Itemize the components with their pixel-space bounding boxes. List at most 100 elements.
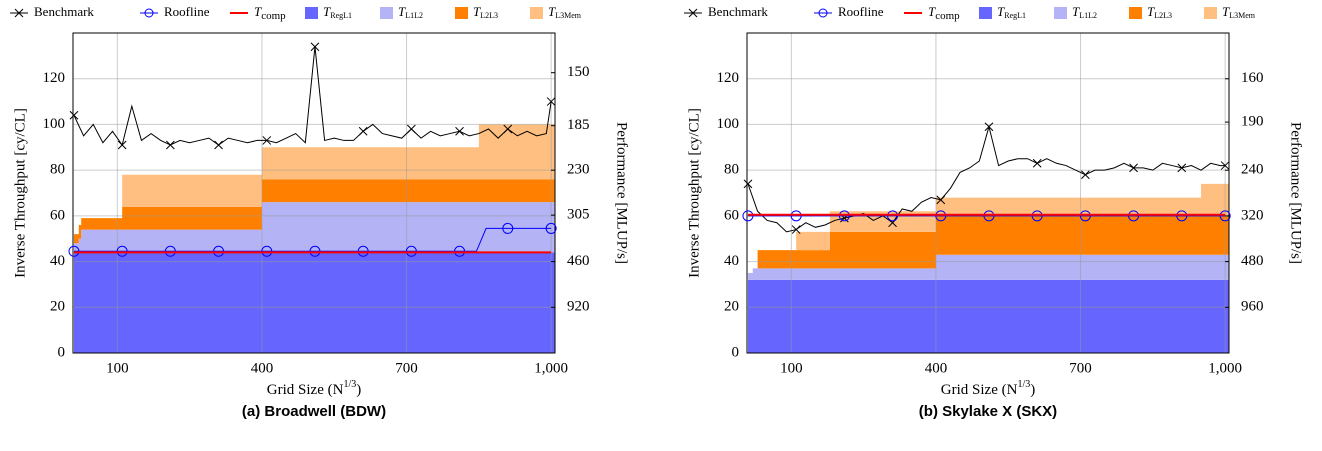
y-axis-label: Inverse Throughput [cy/CL] bbox=[686, 108, 702, 278]
legend-label: Tcomp bbox=[928, 4, 960, 22]
legend-label: Benchmark bbox=[34, 4, 94, 19]
legend-swatch bbox=[1204, 7, 1217, 19]
area bbox=[747, 215, 1229, 273]
marker bbox=[310, 42, 320, 52]
marker bbox=[983, 210, 995, 222]
y-tick-label: 100 bbox=[717, 116, 740, 132]
legend-label: TRegL1 bbox=[323, 4, 352, 20]
y2-axis-label: Performance [MLUP/s] bbox=[614, 122, 630, 264]
marker bbox=[69, 110, 79, 120]
marker bbox=[935, 210, 947, 222]
marker bbox=[743, 179, 753, 189]
y2-tick-label: 320 bbox=[1241, 207, 1264, 223]
x-tick-label: 100 bbox=[780, 360, 803, 376]
y-tick-label: 20 bbox=[724, 299, 739, 315]
y-tick-label: 80 bbox=[50, 162, 65, 178]
marker bbox=[546, 97, 556, 106]
marker bbox=[166, 140, 175, 150]
area bbox=[73, 179, 556, 244]
y2-tick-label: 240 bbox=[1241, 162, 1264, 178]
legend-swatch bbox=[455, 7, 468, 19]
area bbox=[747, 183, 1229, 273]
marker bbox=[887, 210, 899, 222]
legend-label: TL1L2 bbox=[1072, 4, 1097, 20]
legend-label: Benchmark bbox=[708, 4, 768, 19]
marker bbox=[213, 245, 225, 257]
y2-tick-label: 305 bbox=[567, 207, 590, 223]
marker bbox=[502, 222, 514, 234]
marker bbox=[68, 245, 80, 257]
marker bbox=[1079, 210, 1091, 222]
legend-label: TL1L2 bbox=[398, 4, 423, 20]
legend-label: Roofline bbox=[164, 4, 210, 19]
legend-marker bbox=[14, 8, 24, 18]
marker bbox=[791, 225, 801, 234]
legend-label: TRegL1 bbox=[997, 4, 1026, 20]
y-tick-label: 60 bbox=[50, 207, 65, 223]
legend-label: TL2L3 bbox=[1147, 4, 1172, 20]
x-axis-label: Grid Size (N1/3) bbox=[941, 379, 1035, 398]
legend-label: Roofline bbox=[838, 4, 884, 19]
y-tick-label: 0 bbox=[58, 344, 66, 360]
marker bbox=[407, 124, 416, 134]
area bbox=[747, 279, 1229, 353]
area bbox=[73, 252, 556, 353]
y2-tick-label: 460 bbox=[567, 253, 590, 269]
marker bbox=[117, 140, 127, 150]
caption: (a) Broadwell (BDW) bbox=[242, 403, 386, 420]
legend-marker bbox=[144, 8, 154, 18]
plot-frame bbox=[72, 32, 556, 354]
y-tick-label: 40 bbox=[724, 253, 739, 269]
x-tick-label: 400 bbox=[251, 360, 274, 376]
y-tick-label: 20 bbox=[50, 299, 65, 315]
legend-label: Tcomp bbox=[254, 4, 286, 22]
marker bbox=[838, 210, 850, 222]
marker bbox=[984, 122, 994, 132]
marker bbox=[358, 126, 368, 136]
marker bbox=[1220, 161, 1230, 170]
x-tick-label: 700 bbox=[395, 360, 418, 376]
legend-label: TL3Mem bbox=[548, 4, 582, 20]
marker bbox=[1032, 158, 1042, 168]
y-tick-label: 120 bbox=[43, 70, 66, 86]
y2-tick-label: 190 bbox=[1241, 114, 1264, 130]
marker bbox=[1031, 210, 1043, 222]
marker bbox=[214, 140, 223, 150]
y2-tick-label: 230 bbox=[567, 162, 590, 178]
legend-marker bbox=[688, 8, 698, 18]
marker bbox=[164, 245, 176, 257]
y2-tick-label: 920 bbox=[567, 299, 590, 315]
marker bbox=[262, 136, 272, 145]
marker bbox=[742, 210, 754, 222]
y-tick-label: 40 bbox=[50, 253, 65, 269]
caption: (b) Skylake X (SKX) bbox=[919, 403, 1057, 420]
x-tick-label: 100 bbox=[106, 360, 129, 376]
marker bbox=[1177, 163, 1187, 173]
marker bbox=[405, 245, 417, 257]
marker bbox=[357, 245, 369, 257]
x-tick-label: 400 bbox=[925, 360, 948, 376]
marker bbox=[1081, 170, 1090, 180]
marker bbox=[1128, 210, 1140, 222]
area bbox=[73, 202, 556, 253]
y-axis-label: Inverse Throughput [cy/CL] bbox=[12, 108, 28, 278]
marker bbox=[455, 126, 464, 136]
legend-swatch bbox=[530, 7, 543, 19]
y2-axis-label: Performance [MLUP/s] bbox=[1288, 122, 1304, 264]
area bbox=[747, 254, 1229, 280]
legend-swatch bbox=[380, 7, 393, 19]
marker bbox=[309, 245, 321, 257]
legend-marker bbox=[818, 8, 828, 18]
marker bbox=[790, 210, 802, 222]
legend-label: TL2L3 bbox=[473, 4, 498, 20]
y2-tick-label: 160 bbox=[1241, 70, 1264, 86]
y2-tick-label: 150 bbox=[567, 64, 590, 80]
legend-label: TL3Mem bbox=[1222, 4, 1256, 20]
plot-frame bbox=[746, 32, 1230, 354]
y-tick-label: 80 bbox=[724, 162, 739, 178]
legend-swatch bbox=[305, 7, 318, 19]
y-tick-label: 0 bbox=[732, 344, 740, 360]
marker bbox=[1129, 163, 1138, 173]
legend-swatch bbox=[979, 7, 992, 19]
